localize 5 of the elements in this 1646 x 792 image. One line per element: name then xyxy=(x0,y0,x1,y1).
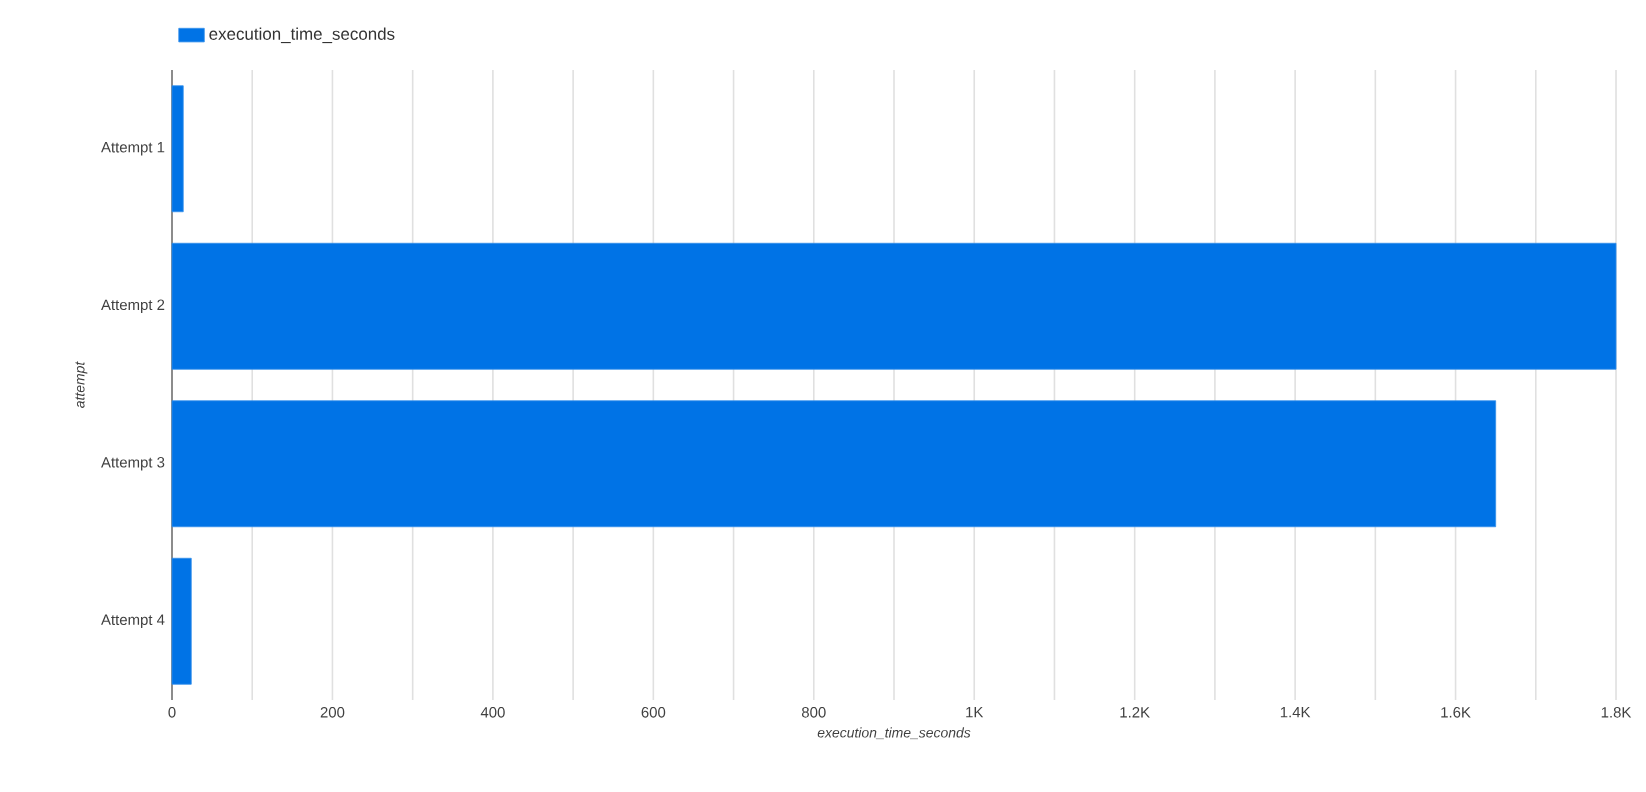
bar xyxy=(171,557,192,685)
bar xyxy=(171,242,1617,370)
bar xyxy=(171,85,184,213)
bar xyxy=(171,400,1497,528)
legend-label: execution_time_seconds xyxy=(209,27,395,44)
